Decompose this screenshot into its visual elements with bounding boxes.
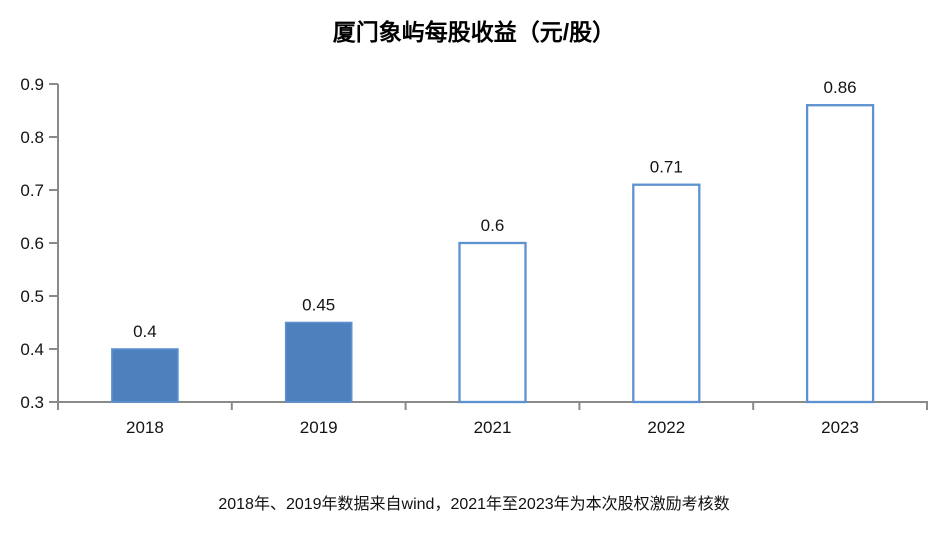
bar-value-label: 0.86 bbox=[824, 78, 857, 97]
plot-area: 0.3 0.4 0.5 0.6 0.7 0.8 0.9 0.4 2018 0.45 2019 0.6 2… bbox=[20, 75, 928, 437]
y-axis-tick-label: 0.3 bbox=[20, 393, 44, 412]
bar-value-label: 0.45 bbox=[302, 296, 335, 315]
y-axis-tick-label: 0.7 bbox=[20, 181, 44, 200]
bar bbox=[111, 348, 179, 403]
bar bbox=[632, 183, 701, 404]
bar bbox=[458, 241, 527, 404]
y-axis-tick-label: 0.5 bbox=[20, 287, 44, 306]
y-axis-tick-label: 0.4 bbox=[20, 340, 44, 359]
bar-value-label: 0.6 bbox=[481, 216, 505, 235]
bar-value-label: 0.4 bbox=[133, 322, 157, 341]
y-axis-tick-label: 0.9 bbox=[20, 75, 44, 94]
y-axis-tick-label: 0.8 bbox=[20, 128, 44, 147]
x-axis-label: 2022 bbox=[647, 418, 685, 437]
bar bbox=[284, 321, 353, 403]
x-axis-label: 2018 bbox=[126, 418, 164, 437]
bar-value-label: 0.71 bbox=[650, 158, 683, 177]
x-axis-label: 2021 bbox=[474, 418, 512, 437]
x-axis-label: 2019 bbox=[300, 418, 338, 437]
chart-footnote: 2018年、2019年数据来自wind，2021年至2023年为本次股权激励考核… bbox=[218, 495, 729, 513]
y-axis-tick-label: 0.6 bbox=[20, 234, 44, 253]
chart-title: 厦门象屿每股收益（元/股） bbox=[333, 19, 615, 45]
x-axis-label: 2023 bbox=[821, 418, 859, 437]
bar bbox=[805, 104, 875, 404]
